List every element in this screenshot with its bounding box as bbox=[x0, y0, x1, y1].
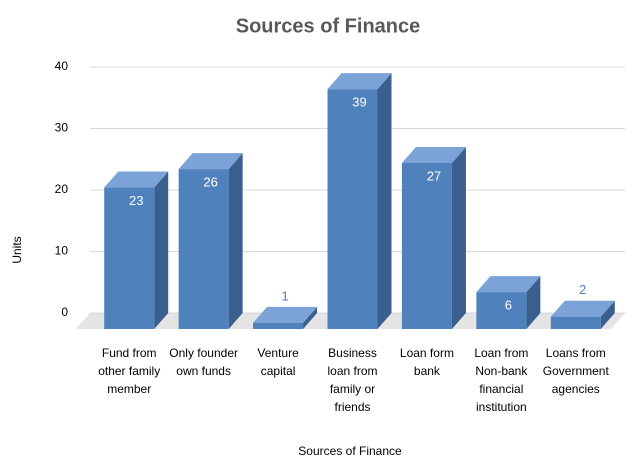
value-label: 1 bbox=[281, 288, 288, 303]
bar-side bbox=[526, 276, 541, 329]
x-tick-label-line: Fund from bbox=[102, 346, 157, 360]
bar-top bbox=[550, 300, 615, 317]
bar bbox=[550, 300, 615, 329]
x-tick-label-line: bank bbox=[414, 364, 441, 378]
x-axis-label: Sources of Finance bbox=[298, 444, 402, 458]
x-tick-label: Loan form bank bbox=[400, 346, 454, 378]
x-tick-label: Venture capital bbox=[257, 346, 299, 378]
value-label: 39 bbox=[352, 95, 366, 110]
x-tick-label-line: capital bbox=[261, 364, 296, 378]
bar bbox=[104, 171, 169, 329]
y-tick-label: 30 bbox=[55, 121, 69, 135]
bar-side bbox=[451, 146, 466, 329]
bar-top bbox=[104, 171, 169, 188]
y-tick-label: 40 bbox=[55, 59, 69, 73]
bar-side bbox=[228, 153, 243, 329]
x-tick-label-line: Only founder bbox=[169, 346, 238, 360]
chart-title: Sources of Finance bbox=[236, 15, 421, 37]
x-tick-label-line: loan from bbox=[327, 364, 377, 378]
x-tick-label-line: friends bbox=[334, 400, 370, 414]
x-tick-label-line: member bbox=[107, 382, 151, 396]
y-tick-label: 0 bbox=[61, 305, 68, 319]
x-tick-label-line: Loan form bbox=[400, 346, 454, 360]
x-tick-label: Business loan from family or friends bbox=[327, 346, 377, 414]
x-tick-label-line: Loan from bbox=[474, 346, 528, 360]
bar-top bbox=[178, 153, 243, 170]
x-tick-label-line: Venture bbox=[257, 346, 299, 360]
x-tick-label-line: Business bbox=[328, 346, 377, 360]
value-label: 23 bbox=[129, 193, 143, 208]
bar-front bbox=[327, 89, 378, 330]
x-tick-label-line: financial bbox=[479, 382, 523, 396]
value-label: 6 bbox=[505, 298, 512, 313]
bar-front bbox=[476, 292, 527, 329]
bar bbox=[476, 276, 541, 329]
bar-side bbox=[154, 171, 169, 329]
bar-front bbox=[550, 316, 601, 329]
bar-top bbox=[253, 306, 318, 323]
bar-front bbox=[178, 169, 229, 329]
x-tick-label: Fund from other family member bbox=[98, 346, 160, 396]
x-tick-label: Loan from Non-bank financial institution bbox=[474, 346, 528, 414]
bar-front bbox=[253, 322, 304, 329]
bar-side bbox=[377, 73, 392, 330]
y-tick-label: 10 bbox=[55, 244, 69, 258]
bar-top bbox=[476, 276, 541, 293]
x-tick-label-line: own funds bbox=[176, 364, 231, 378]
y-axis-label: Units bbox=[10, 236, 24, 263]
bar-side bbox=[303, 306, 318, 329]
value-label: 2 bbox=[579, 282, 586, 297]
x-tick-label-line: other family bbox=[98, 364, 160, 378]
y-tick-label: 20 bbox=[55, 182, 69, 196]
x-tick-label: Only founder own funds bbox=[169, 346, 238, 378]
x-tick-label-line: family or bbox=[330, 382, 375, 396]
x-tick-label: Loans from Government agencies bbox=[543, 346, 610, 396]
bar-top bbox=[401, 146, 466, 163]
value-label: 27 bbox=[427, 168, 441, 183]
bar bbox=[253, 306, 318, 329]
bar bbox=[327, 73, 392, 330]
bar-front bbox=[401, 162, 452, 329]
x-tick-label-line: agencies bbox=[552, 382, 600, 396]
bar-side bbox=[600, 300, 615, 329]
x-tick-label-line: Loans from bbox=[546, 346, 606, 360]
bar-top bbox=[327, 73, 392, 90]
bar bbox=[401, 146, 466, 329]
value-label: 26 bbox=[203, 175, 217, 190]
bar-front bbox=[104, 187, 155, 329]
x-tick-label-line: Government bbox=[543, 364, 610, 378]
bar bbox=[178, 153, 243, 329]
x-tick-label-line: Non-bank bbox=[475, 364, 528, 378]
x-tick-label-line: institution bbox=[476, 400, 527, 414]
